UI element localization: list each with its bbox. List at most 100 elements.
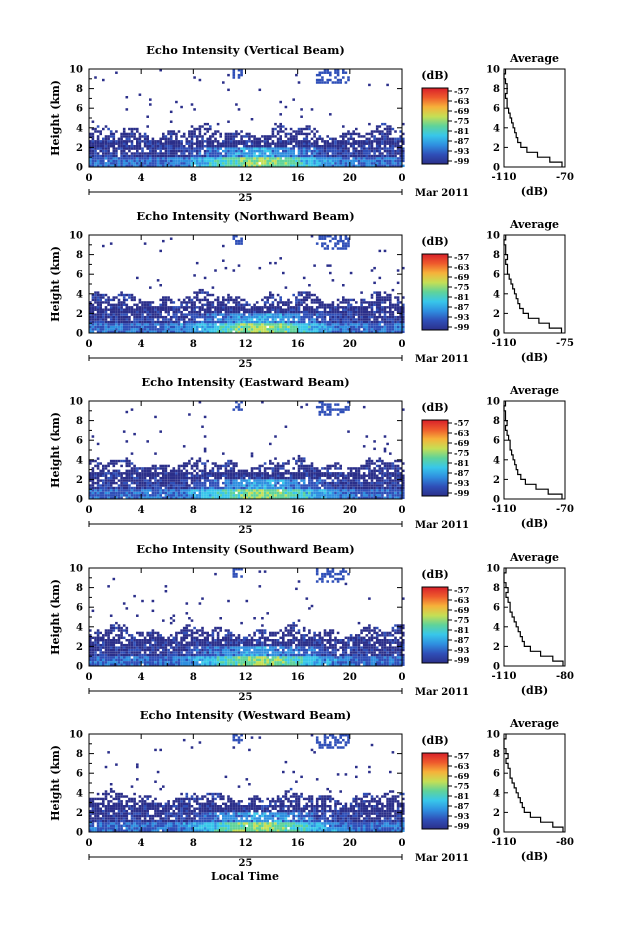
average-title: Average — [509, 384, 559, 397]
average-frame — [503, 567, 566, 667]
x-tick-label: 8 — [190, 339, 197, 350]
avg-y-tick-label: 8 — [493, 583, 500, 594]
x-tick-label: 0 — [399, 505, 406, 516]
colorbar — [421, 253, 449, 331]
average-profile-line — [503, 734, 564, 832]
colorbar-tick-label: -87 — [454, 137, 469, 147]
x-tick-label: 16 — [291, 173, 305, 184]
colorbar-tick-label: -93 — [454, 812, 469, 822]
x-tick-label: 20 — [343, 838, 357, 849]
date-day-label: 25 — [239, 525, 253, 536]
avg-y-tick-label: 0 — [493, 495, 500, 506]
avg-y-tick-label: 8 — [493, 416, 500, 427]
y-tick-label: 2 — [76, 143, 83, 154]
panel-title: Echo Intensity (Westward Beam) — [140, 708, 351, 722]
colorbar-tick-label: -93 — [454, 646, 469, 656]
x-tick-label: 16 — [291, 339, 305, 350]
colorbar-tick-label: -87 — [454, 303, 469, 313]
x-tick-label: 12 — [239, 505, 253, 516]
colorbar-tick-label: -63 — [454, 596, 469, 606]
y-tick-label: 4 — [76, 788, 83, 799]
average-frame — [503, 234, 566, 334]
x-tick-label: 20 — [343, 505, 357, 516]
date-day-label: 25 — [239, 193, 253, 204]
echo-intensity-field — [89, 69, 405, 168]
colorbar-unit-label: (dB) — [421, 235, 448, 248]
avg-y-tick-label: 4 — [493, 622, 500, 633]
average-x-label: (dB) — [521, 850, 548, 863]
average-frame — [503, 733, 566, 833]
y-tick-label: 6 — [76, 769, 83, 780]
average-title: Average — [509, 551, 559, 564]
colorbar-tick-label: -93 — [454, 147, 469, 157]
colorbar-tick-label: -63 — [454, 97, 469, 107]
avg-y-tick-label: 8 — [493, 749, 500, 760]
avg-y-tick-label: 10 — [486, 730, 500, 741]
colorbar-tick-label: -75 — [454, 283, 469, 293]
colorbar-tick-label: -87 — [454, 469, 469, 479]
y-tick-label: 8 — [76, 84, 83, 95]
echo-intensity-field — [89, 734, 405, 832]
panel-3: Echo Intensity (Eastward Beam) 0 2 4 6 8 10 Hei… — [49, 375, 574, 536]
y-tick-label: 4 — [76, 289, 83, 300]
colorbar-tick-label: -69 — [454, 772, 469, 782]
avg-y-tick-label: 4 — [493, 788, 500, 799]
x-tick-label: 0 — [399, 339, 406, 350]
colorbar-tick-label: -69 — [454, 439, 469, 449]
avg-y-tick-label: 4 — [493, 289, 500, 300]
x-tick-label: 8 — [190, 173, 197, 184]
x-tick-label: 8 — [190, 505, 197, 516]
date-month-label: Mar 2011 — [415, 188, 469, 199]
panel-5: Echo Intensity (Westward Beam) 0 2 4 6 8 10 Hei… — [49, 708, 574, 869]
colorbar-tick-label: -75 — [454, 782, 469, 792]
colorbar-tick-label: -87 — [454, 636, 469, 646]
x-tick-label: 4 — [138, 505, 145, 516]
y-tick-label: 10 — [69, 231, 83, 242]
average-profile-line — [503, 401, 563, 499]
avg-y-tick-label: 0 — [493, 662, 500, 673]
y-tick-label: 2 — [76, 309, 83, 320]
colorbar — [421, 752, 449, 830]
x-tick-label: 16 — [291, 505, 305, 516]
avg-x-tick-label: -110 — [491, 837, 516, 848]
colorbar-tick-label: -93 — [454, 479, 469, 489]
colorbar-unit-label: (dB) — [421, 734, 448, 747]
colorbar-unit-label: (dB) — [421, 568, 448, 581]
x-tick-label: 4 — [138, 173, 145, 184]
y-tick-label: 10 — [69, 65, 83, 76]
colorbar-tick-label: -81 — [454, 626, 469, 636]
echo-intensity-field — [89, 235, 405, 334]
average-profile-line — [503, 69, 563, 167]
colorbar-unit-label: (dB) — [421, 69, 448, 82]
colorbar-tick-label: -63 — [454, 429, 469, 439]
y-tick-label: 6 — [76, 104, 83, 115]
average-x-label: (dB) — [521, 684, 548, 697]
avg-x-tick-label: -80 — [556, 837, 574, 848]
colorbar-tick-label: -99 — [454, 323, 469, 333]
avg-y-tick-label: 2 — [493, 143, 500, 154]
echo-intensity-field — [89, 401, 405, 500]
x-tick-label: 4 — [138, 672, 145, 683]
colorbar-unit-label: (dB) — [421, 401, 448, 414]
y-tick-label: 4 — [76, 455, 83, 466]
colorbar-tick-label: -63 — [454, 263, 469, 273]
colorbar-tick-label: -69 — [454, 606, 469, 616]
colorbar-tick-label: -69 — [454, 273, 469, 283]
avg-y-tick-label: 6 — [493, 270, 500, 281]
panel-title: Echo Intensity (Southward Beam) — [136, 542, 354, 556]
avg-x-tick-label: -70 — [556, 172, 574, 183]
colorbar-tick-label: -99 — [454, 822, 469, 832]
colorbar-tick-label: -57 — [454, 586, 469, 596]
x-tick-label: 4 — [138, 838, 145, 849]
avg-y-tick-label: 0 — [493, 163, 500, 174]
y-tick-label: 8 — [76, 250, 83, 261]
avg-x-tick-label: -110 — [491, 172, 516, 183]
panel-title: Echo Intensity (Northward Beam) — [136, 209, 354, 223]
avg-y-tick-label: 0 — [493, 329, 500, 340]
average-profile-line — [503, 235, 563, 333]
colorbar-tick-label: -99 — [454, 157, 469, 167]
avg-y-tick-label: 0 — [493, 828, 500, 839]
avg-y-tick-label: 8 — [493, 84, 500, 95]
y-axis-label: Height (km) — [49, 579, 62, 655]
